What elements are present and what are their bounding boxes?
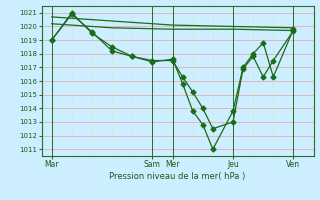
X-axis label: Pression niveau de la mer( hPa ): Pression niveau de la mer( hPa ) <box>109 172 246 181</box>
